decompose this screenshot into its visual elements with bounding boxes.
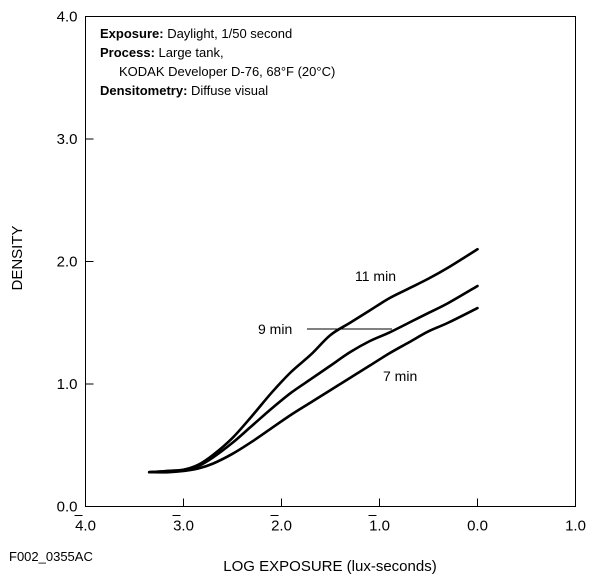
x-tick-label: 2.0 [271, 518, 292, 535]
x-tick-label: 3.0 [173, 518, 194, 535]
densitometry-note-value: Diffuse visual [187, 83, 268, 98]
x-tick-label: 1.0 [369, 518, 390, 535]
x-axis: 4.0 3.0 2.0 1.0 0.0 1.0 [74, 498, 586, 535]
process-note-label: Process: [100, 45, 155, 60]
process-note: Process: Large tank, [100, 45, 224, 60]
densitometry-note: Densitometry: Diffuse visual [100, 83, 268, 98]
exposure-note: Exposure: Daylight, 1/50 second [100, 26, 292, 41]
densitometry-note-label: Densitometry: [100, 83, 187, 98]
curve-11-min [147, 247, 479, 474]
y-tick-label: 1.0 [57, 376, 78, 393]
x-tick-label: 0.0 [467, 518, 488, 535]
y-tick-label: 3.0 [57, 131, 78, 148]
conditions-note: Exposure: Daylight, 1/50 second Process:… [100, 26, 335, 98]
curve-7-min [147, 306, 479, 474]
curve-label-11-min: 11 min [355, 268, 396, 284]
x-axis-title: LOG EXPOSURE (lux-seconds) [223, 558, 436, 575]
y-axis-title: DENSITY [9, 225, 26, 290]
x-tick-label: 4.0 [75, 518, 96, 535]
curves [147, 247, 479, 474]
exposure-note-label: Exposure: [100, 26, 164, 41]
curve-9-min [147, 284, 479, 474]
figure-id: F002_0355AC [9, 549, 93, 564]
process-note-value: Large tank, [155, 45, 224, 60]
y-axis: 0.0 1.0 2.0 3.0 4.0 [57, 9, 94, 516]
curve-label-7-min: 7 min [383, 368, 417, 384]
y-tick-label: 0.0 [57, 499, 78, 516]
y-tick-label: 2.0 [57, 254, 78, 271]
y-tick-label: 4.0 [57, 9, 78, 26]
process-note-line2: KODAK Developer D-76, 68°F (20°C) [119, 64, 335, 79]
x-tick-label: 1.0 [565, 518, 586, 535]
curve-label-9-min: 9 min [258, 321, 292, 337]
exposure-note-value: Daylight, 1/50 second [164, 26, 293, 41]
